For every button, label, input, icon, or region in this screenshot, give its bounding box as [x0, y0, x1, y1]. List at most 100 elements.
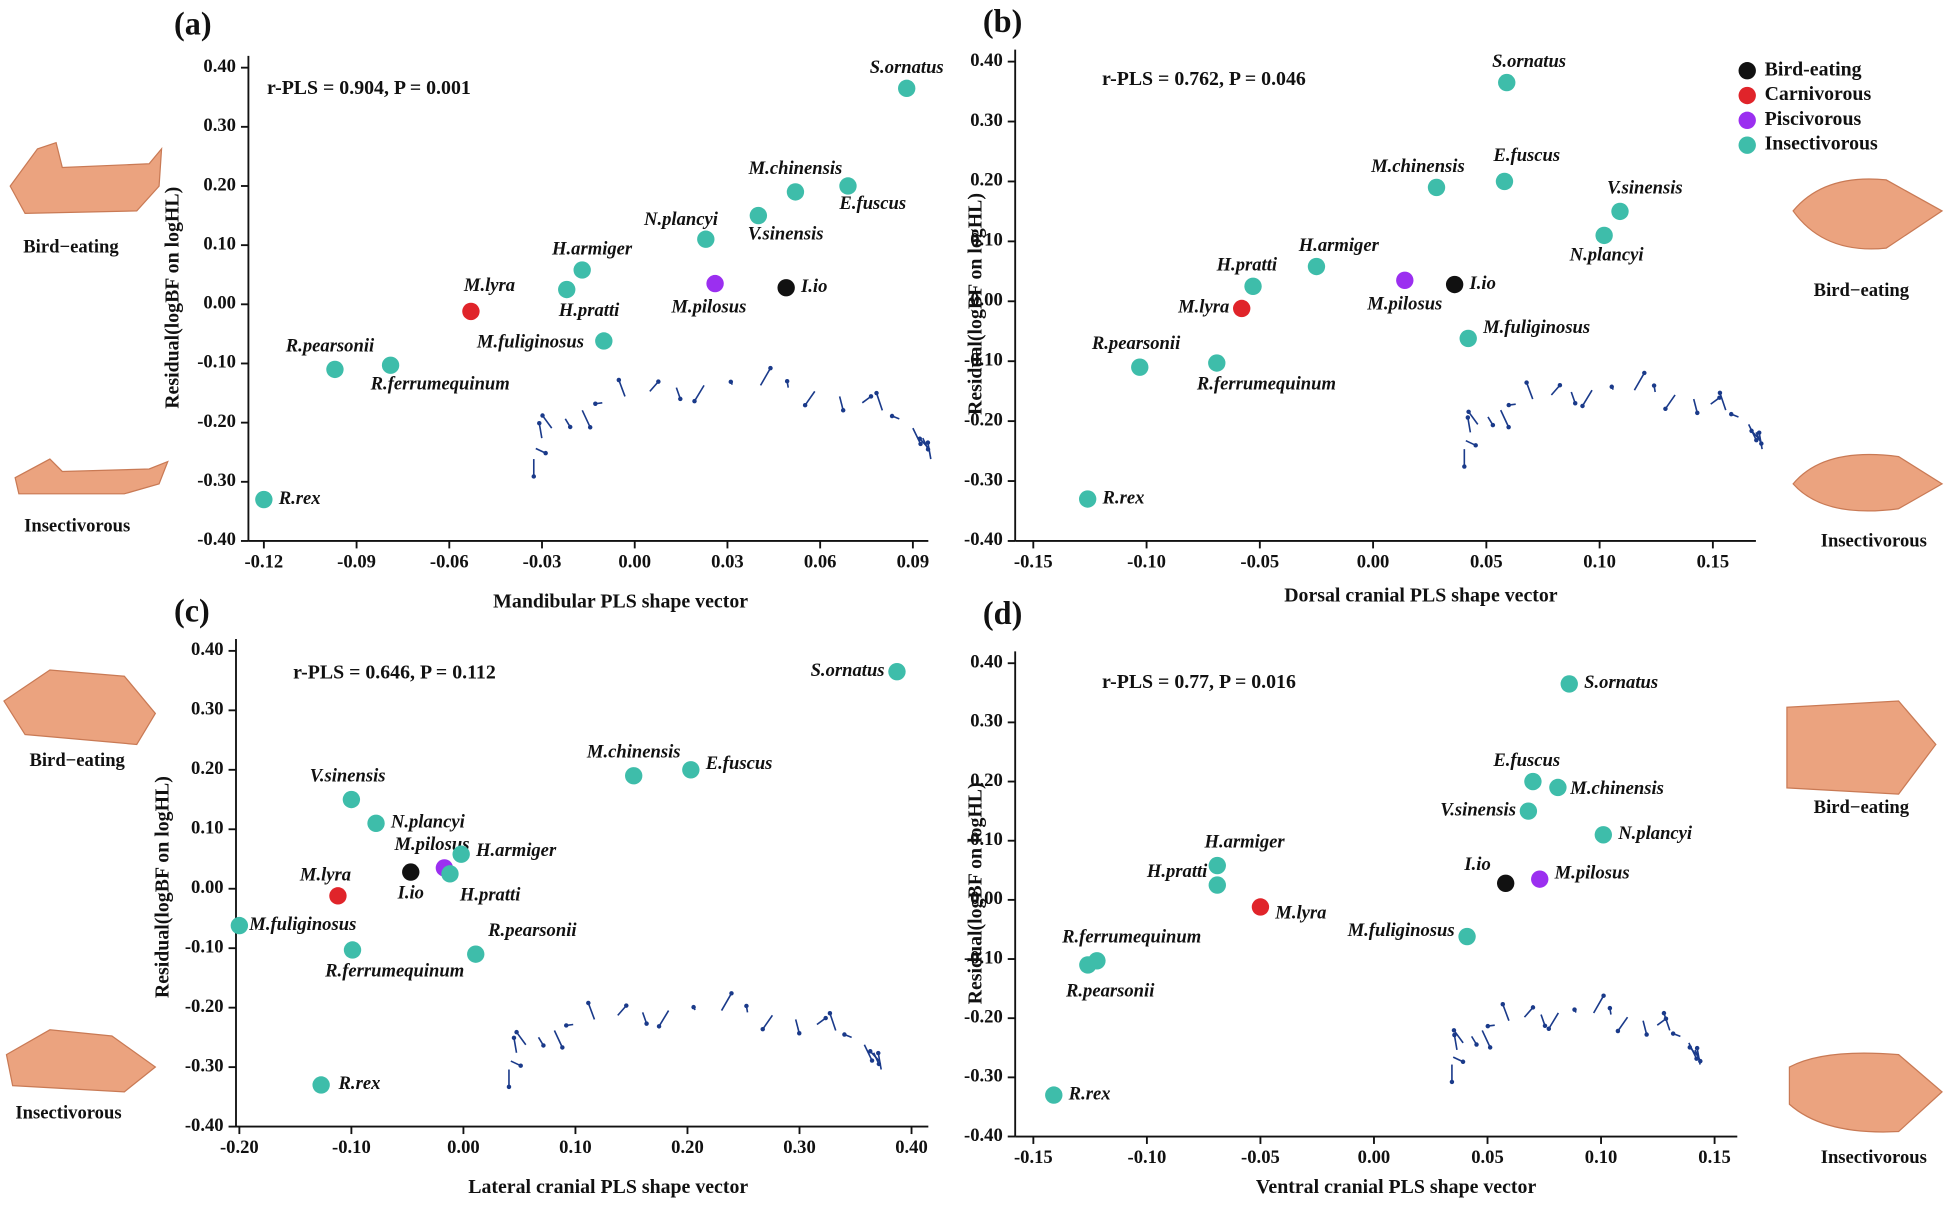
image-label: Bird−eating — [29, 750, 125, 771]
point-label: M.pilosus — [1366, 293, 1442, 314]
point — [1531, 870, 1549, 888]
point-label: I.io — [1469, 273, 1496, 294]
point-label: R.ferrumequinum — [1061, 927, 1201, 948]
shape-vector-tip — [768, 365, 773, 371]
shape-vector-tip — [593, 401, 598, 406]
shape-vector-tip — [840, 408, 846, 413]
image-label: Bird−eating — [1814, 797, 1910, 818]
point-label: M.pilosus — [670, 297, 746, 318]
point — [1560, 675, 1578, 693]
point-label: R.pearsonii — [1091, 333, 1181, 354]
shape-vector — [1581, 389, 1593, 407]
panel-title: (a) — [174, 6, 212, 42]
shape-vector — [875, 392, 884, 411]
y-tick-label: 0.00 — [970, 290, 1003, 311]
point — [326, 360, 344, 379]
x-tick-label: -0.15 — [1014, 552, 1053, 573]
point-label: M.fuliginosus — [248, 914, 356, 935]
shape-vector-tip — [760, 1026, 765, 1032]
annotation: r-PLS = 0.77, P = 0.016 — [1102, 671, 1296, 693]
x-tick-label: 0.30 — [783, 1137, 816, 1158]
point — [839, 177, 857, 195]
skull-image — [1788, 1052, 1943, 1133]
point — [1078, 490, 1097, 508]
shape-vector — [1719, 392, 1727, 411]
shape-vector-tip — [802, 402, 808, 408]
shape-vector-tip — [511, 1035, 517, 1041]
x-axis-title: Mandibular PLS shape vector — [493, 591, 748, 613]
point-label: E.fuscus — [1492, 145, 1560, 166]
shape-vector-tip — [1754, 437, 1759, 443]
point-label: S.ornatus — [811, 660, 885, 681]
point-label: H.armiger — [475, 840, 557, 861]
legend-marker — [1738, 111, 1756, 130]
shape-vector-tip — [1580, 403, 1585, 409]
point-label: H.armiger — [1204, 831, 1286, 852]
point-label: R.ferrumequinum — [324, 961, 464, 982]
x-tick-label: 0.05 — [1471, 1147, 1504, 1168]
point-label: E.fuscus — [1492, 750, 1560, 771]
point — [1045, 1086, 1063, 1104]
x-tick-label: 0.00 — [618, 552, 651, 573]
shape-vector-tip — [868, 394, 874, 399]
point — [467, 945, 485, 963]
point — [1495, 172, 1514, 191]
x-tick-label: -0.06 — [430, 552, 469, 573]
shape-vector — [538, 423, 543, 439]
shape-vector — [1481, 1030, 1491, 1048]
y-tick-label: -0.40 — [964, 1125, 1003, 1146]
shape-vector-tip — [797, 1031, 802, 1036]
shape-vector — [829, 1012, 837, 1031]
panel-title: (d) — [983, 595, 1022, 631]
point — [749, 206, 768, 225]
shape-vector — [912, 427, 922, 445]
shape-vector-tip — [1729, 411, 1734, 417]
point-label: R.ferrumequinum — [370, 373, 510, 394]
shape-vector-tip — [842, 1032, 847, 1037]
image-label: Insectivorous — [15, 1102, 121, 1123]
point — [1244, 277, 1262, 295]
point — [1131, 358, 1149, 376]
y-tick-label: 0.00 — [191, 877, 224, 898]
x-tick-label: -0.10 — [332, 1137, 371, 1158]
y-tick-label: 0.10 — [203, 233, 236, 254]
point — [888, 663, 906, 681]
point — [367, 814, 385, 833]
point — [1307, 257, 1326, 276]
shape-vector-tip — [1557, 382, 1563, 388]
x-tick-label: -0.10 — [1128, 1147, 1167, 1168]
shape-vector-tip — [784, 378, 790, 384]
point — [1459, 329, 1477, 348]
shape-vector-tip — [678, 396, 683, 402]
legend-label: Piscivorous — [1765, 108, 1862, 130]
point — [441, 865, 459, 883]
point — [706, 274, 724, 293]
point — [342, 790, 361, 809]
y-axis-title: Residual(logBF on logHL) — [964, 782, 986, 1004]
point-label: N.plancyi — [1569, 245, 1645, 266]
point — [1498, 73, 1516, 92]
point-label: R.rex — [338, 1073, 381, 1094]
x-tick-label: 0.15 — [1697, 552, 1730, 573]
point-label: M.lyra — [299, 864, 351, 885]
point-label: N.plancyi — [390, 812, 466, 833]
point-label: H.pratti — [558, 300, 620, 321]
point-label: M.fuliginosus — [1347, 920, 1455, 941]
point-label: M.lyra — [463, 275, 515, 296]
shape-vector-tip — [656, 379, 661, 384]
shape-vector-tip — [531, 474, 537, 479]
shape-vector-tip — [543, 450, 548, 456]
shape-vector-tip — [1473, 443, 1478, 448]
point-label: N.plancyi — [1617, 823, 1693, 844]
x-tick-label: -0.03 — [523, 552, 562, 573]
point — [625, 767, 643, 785]
point-label: M.fuliginosus — [1482, 317, 1590, 338]
shape-vector-tip — [1642, 370, 1647, 376]
shape-vector-tip — [560, 1045, 565, 1050]
shape-vector-tip — [1609, 384, 1614, 390]
shape-vector-tip — [587, 425, 593, 430]
point-label: R.rex — [1102, 487, 1145, 508]
y-tick-label: -0.40 — [964, 529, 1003, 550]
point — [1458, 927, 1476, 946]
shape-vector-tip — [1572, 401, 1578, 406]
